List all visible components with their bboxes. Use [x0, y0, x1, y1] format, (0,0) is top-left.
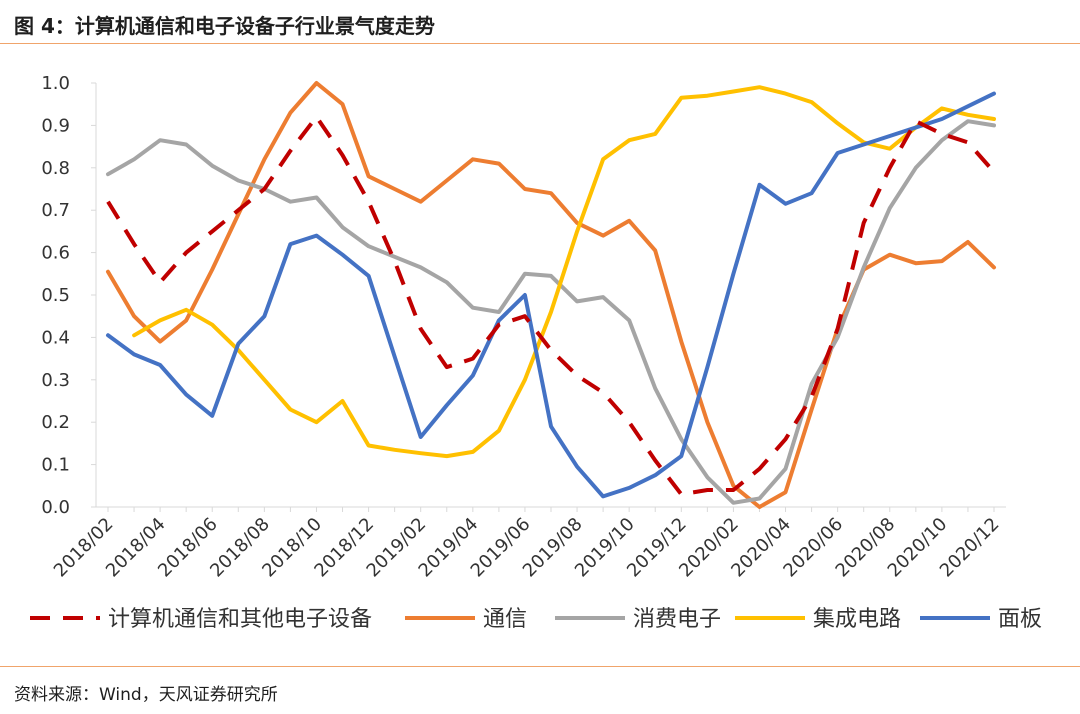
legend-label-4: 集成电路 — [813, 607, 901, 632]
legend-label-2: 通信 — [483, 607, 527, 632]
series-line-4 — [132, 85, 996, 459]
y-tick-label: 0.5 — [41, 285, 70, 306]
y-tick-label: 0.4 — [41, 327, 70, 348]
y-tick-label: 0.3 — [41, 370, 70, 391]
legend: 计算机通信和其他电子设备 通信 消费电子 集成电路 面板 — [30, 607, 1042, 632]
y-tick-label: 0.2 — [41, 412, 70, 433]
legend-label-3: 消费电子 — [633, 607, 721, 632]
source-note: 资料来源：Wind，天风证券研究所 — [14, 685, 278, 705]
chart-title: 图 4：计算机通信和电子设备子行业景气度走势 — [14, 14, 435, 38]
series-line-3 — [106, 119, 996, 505]
series-line-1 — [106, 114, 996, 497]
y-tick-label: 1.0 — [41, 73, 70, 94]
y-tick-label: 0.0 — [41, 497, 70, 518]
y-tick-label: 0.8 — [41, 158, 70, 179]
legend-label-5: 面板 — [998, 607, 1042, 632]
line-chart: 0.00.10.20.30.40.50.60.70.80.91.02018/02… — [30, 73, 1042, 632]
series-layer — [106, 81, 996, 509]
y-tick-label: 0.6 — [41, 243, 70, 264]
legend-label-1: 计算机通信和其他电子设备 — [108, 607, 372, 632]
axes: 0.00.10.20.30.40.50.60.70.80.91.02018/02… — [41, 73, 1006, 581]
title-divider — [0, 43, 1080, 44]
series-line-5 — [106, 91, 996, 499]
y-tick-label: 0.9 — [41, 115, 70, 136]
footer-divider — [0, 666, 1080, 667]
y-tick-label: 0.7 — [41, 200, 70, 221]
y-tick-label: 0.1 — [41, 455, 70, 476]
